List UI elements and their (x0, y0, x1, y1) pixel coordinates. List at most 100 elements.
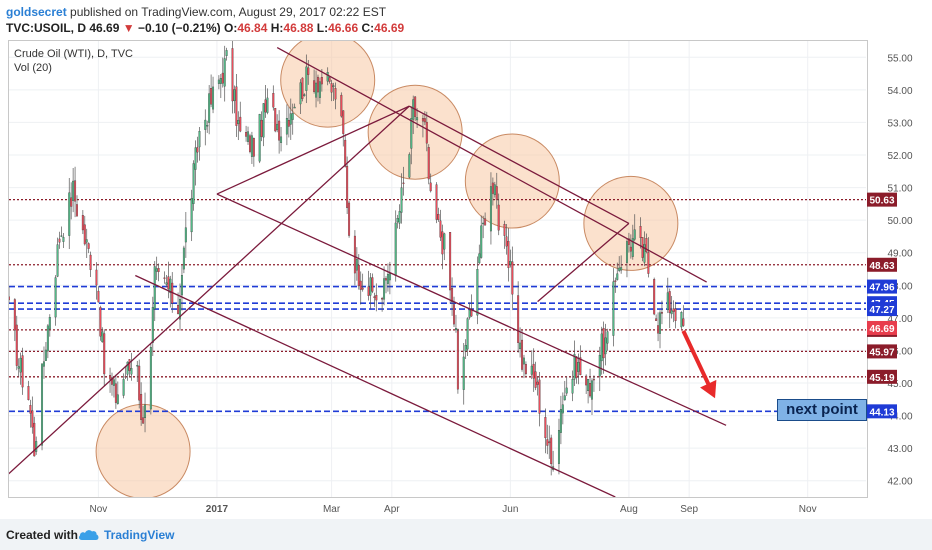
candle-body (348, 202, 351, 236)
candle-body (495, 186, 498, 200)
tradingview-brand-link[interactable]: TradingView (104, 528, 175, 542)
candle-body (435, 184, 438, 220)
candle-body (468, 309, 471, 318)
candle-body (116, 394, 119, 404)
candle-body (519, 342, 522, 350)
candle-body (165, 282, 168, 285)
candle-body (659, 312, 661, 334)
x-tick-label: Aug (620, 504, 638, 515)
candle-body (454, 328, 457, 331)
candle-body (60, 235, 63, 237)
candle-body (217, 79, 220, 84)
candle-body (680, 312, 683, 328)
candle-body (571, 379, 574, 394)
candle-body (280, 136, 283, 143)
candle-body (672, 308, 675, 312)
candle-body (317, 76, 319, 93)
candle-body (318, 81, 321, 98)
last-price-label: 46.69 (869, 324, 894, 335)
candle-body (559, 409, 562, 433)
candle-body (272, 93, 275, 108)
candle-body (482, 222, 485, 225)
candle-body (299, 82, 302, 105)
candle-body (402, 182, 405, 185)
y-tick-label: 54.00 (887, 86, 912, 97)
candle-body (233, 89, 236, 102)
y-tick-label: 45.00 (887, 379, 912, 390)
candle-body (248, 135, 251, 152)
candle-body (394, 222, 397, 276)
candle-body (344, 139, 347, 167)
highlight-circle (464, 133, 560, 229)
candle-body (429, 182, 432, 192)
candle-body (532, 363, 535, 379)
candle-body (140, 394, 143, 420)
publish-line: goldsecret published on TradingView.com,… (6, 5, 386, 19)
y-tick-label: 48.00 (887, 281, 912, 292)
candle-body (657, 325, 660, 334)
candle-body (629, 246, 632, 252)
candle-body (439, 220, 442, 238)
candle-body (315, 82, 318, 98)
down-arrow-icon: ▼ (122, 21, 135, 35)
price-axis[interactable]: 42.00 43.00 44.00 45.00 46.00 47.00 48.00 49.00… (867, 53, 913, 488)
candle-body (425, 121, 428, 144)
candle-body (530, 365, 533, 375)
candle-body (509, 261, 512, 265)
candle-body (484, 218, 487, 226)
price-level-badge (867, 344, 897, 359)
candle-body (76, 204, 78, 217)
trend-line (216, 193, 727, 426)
candle-body (330, 83, 333, 93)
candle-body (149, 347, 152, 410)
candle-body (655, 318, 658, 321)
candle-body (225, 50, 228, 56)
candle-body (43, 361, 45, 367)
candle-body (464, 345, 467, 352)
candle-body (441, 231, 444, 255)
candle-body (83, 224, 86, 245)
candle-body (31, 410, 34, 428)
trend-line (276, 46, 707, 283)
candle-body (371, 277, 374, 292)
candle-body (167, 276, 170, 290)
candle-body (97, 290, 100, 303)
candle-body (682, 318, 685, 326)
candle-body (21, 355, 24, 388)
candle-body (194, 147, 197, 170)
candle-body (616, 273, 619, 280)
candle-body (68, 192, 71, 236)
footer-bar: Created with TradingView (0, 519, 932, 550)
candle-body (674, 308, 677, 321)
candle-body (388, 273, 391, 281)
candle-body (169, 278, 172, 294)
candle-body (451, 288, 454, 302)
price-chart[interactable]: 42.00 43.00 44.00 45.00 46.00 47.00 48.00 49.00… (0, 0, 932, 519)
candle-body (142, 417, 145, 424)
highlight-circle (367, 84, 463, 180)
candle-body (136, 365, 139, 367)
candle-body (340, 94, 343, 117)
candle-body (196, 147, 199, 153)
candle-body (620, 267, 623, 271)
price-level-badge (867, 404, 897, 419)
candle-body (557, 430, 560, 464)
candle-body (598, 354, 601, 377)
candle-body (285, 118, 288, 135)
time-axis[interactable]: Nov 2017 Mar Apr Jun Aug Sep Nov (89, 504, 816, 515)
candle-body (103, 333, 106, 375)
candle-body (427, 147, 430, 180)
price-level-badge (867, 279, 897, 294)
candle-body (326, 72, 329, 82)
candle-body (262, 103, 265, 138)
quote-line: TVC:USOIL, D 46.69 ▼ −0.10 (−0.21%) O:46… (6, 21, 404, 35)
author-link[interactable]: goldsecret (6, 5, 67, 19)
candle-body (126, 361, 129, 375)
candle-body (41, 363, 44, 446)
candle-body (355, 259, 358, 271)
candle-body (491, 182, 494, 194)
price-level-label: 45.19 (869, 373, 894, 384)
candle-body (163, 277, 166, 279)
candle-body (437, 214, 440, 221)
low-value: 46.66 (328, 21, 359, 35)
